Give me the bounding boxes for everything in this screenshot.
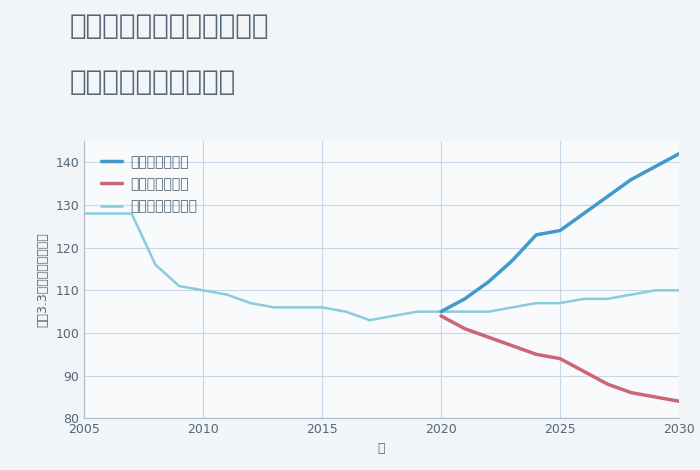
ノーマルシナリオ [532,300,540,306]
ノーマルシナリオ [437,309,445,314]
ノーマルシナリオ [151,262,160,267]
ノーマルシナリオ [318,305,326,310]
ノーマルシナリオ [484,309,493,314]
ノーマルシナリオ [270,305,279,310]
グッドシナリオ [508,258,517,263]
バッドシナリオ [675,399,683,404]
グッドシナリオ [484,279,493,285]
バッドシナリオ [484,335,493,340]
ノーマルシナリオ [246,300,255,306]
バッドシナリオ [627,390,636,396]
ノーマルシナリオ [127,211,136,216]
ノーマルシナリオ [508,305,517,310]
バッドシナリオ [603,381,612,387]
ノーマルシナリオ [413,309,421,314]
ノーマルシナリオ [342,309,350,314]
バッドシナリオ [461,326,469,331]
ノーマルシナリオ [627,292,636,298]
ノーマルシナリオ [175,283,183,289]
ノーマルシナリオ [294,305,302,310]
グッドシナリオ [580,211,588,216]
ノーマルシナリオ [580,296,588,302]
Legend: グッドシナリオ, バッドシナリオ, ノーマルシナリオ: グッドシナリオ, バッドシナリオ, ノーマルシナリオ [97,151,202,218]
バッドシナリオ [508,343,517,349]
ノーマルシナリオ [199,288,207,293]
ノーマルシナリオ [675,288,683,293]
Line: グッドシナリオ: グッドシナリオ [441,154,679,312]
Text: 中古戸建ての価格推移: 中古戸建ての価格推移 [70,68,237,96]
グッドシナリオ [627,177,636,182]
グッドシナリオ [675,151,683,157]
ノーマルシナリオ [389,313,398,319]
ノーマルシナリオ [80,211,88,216]
ノーマルシナリオ [104,211,112,216]
Line: バッドシナリオ: バッドシナリオ [441,316,679,401]
Y-axis label: 坪（3.3㎡）単価（万円）: 坪（3.3㎡）単価（万円） [36,232,50,327]
ノーマルシナリオ [603,296,612,302]
バッドシナリオ [532,352,540,357]
ノーマルシナリオ [461,309,469,314]
グッドシナリオ [461,296,469,302]
バッドシナリオ [651,394,659,400]
グッドシナリオ [437,309,445,314]
バッドシナリオ [580,368,588,374]
グッドシナリオ [556,228,564,234]
グッドシナリオ [651,164,659,169]
Text: 奈良県奈良市学園新田町の: 奈良県奈良市学園新田町の [70,12,270,40]
ノーマルシナリオ [365,317,374,323]
グッドシナリオ [603,194,612,199]
ノーマルシナリオ [556,300,564,306]
X-axis label: 年: 年 [378,442,385,454]
グッドシナリオ [532,232,540,238]
ノーマルシナリオ [223,292,231,298]
ノーマルシナリオ [651,288,659,293]
バッドシナリオ [556,356,564,361]
バッドシナリオ [437,313,445,319]
Line: ノーマルシナリオ: ノーマルシナリオ [84,213,679,320]
